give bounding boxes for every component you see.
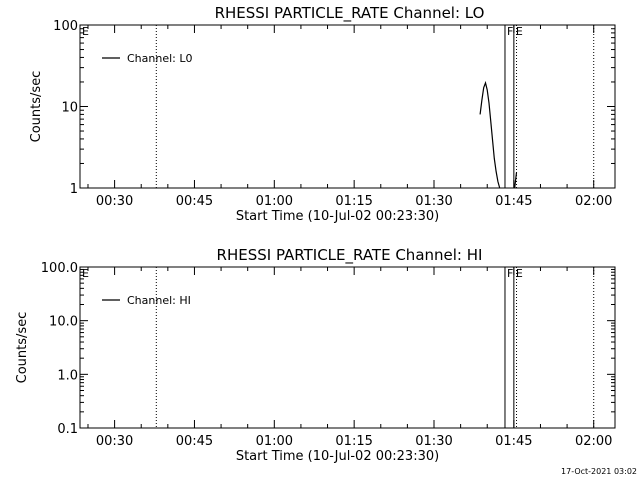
chart-hi-x-tick-label: 02:00 <box>575 434 612 449</box>
chart-hi-x-tick-label: 00:30 <box>96 434 133 449</box>
chart-hi-y-tick-label: 0.1 <box>57 422 78 437</box>
chart-lo-x-tick-label: 00:45 <box>176 194 213 209</box>
chart-lo-y-axis-label: Counts/sec <box>29 71 44 143</box>
chart-hi-x-axis-label: Start Time (10-Jul-02 00:23:30) <box>236 449 439 464</box>
chart-hi-marker-label: E <box>82 267 89 280</box>
chart-lo-marker-label: F <box>507 25 513 38</box>
chart-hi-x-tick-label: 01:15 <box>335 434 372 449</box>
chart-lo-x-tick-label: 01:00 <box>256 194 293 209</box>
chart-lo-x-tick-label: 01:30 <box>415 194 452 209</box>
chart-lo-x-tick-label: 02:00 <box>575 194 612 209</box>
chart-hi-title: RHESSI PARTICLE_RATE Channel: HI <box>217 246 483 265</box>
chart-lo-marker-label: E <box>82 25 89 38</box>
chart-hi-y-tick-label: 1.0 <box>57 368 78 383</box>
chart-lo-series-line <box>479 80 501 189</box>
chart-hi-marker-label: E <box>516 267 523 280</box>
chart-hi-y-axis-label: Counts/sec <box>15 312 30 384</box>
chart-hi-x-tick-label: 01:30 <box>415 434 452 449</box>
chart-hi-plot-frame <box>79 266 616 429</box>
chart-hi-y-tick-label: 10.0 <box>49 315 78 330</box>
chart-hi-x-tick-label: 00:45 <box>176 434 213 449</box>
chart-lo-panel: RHESSI PARTICLE_RATE Channel: LO Start Ti… <box>29 4 616 224</box>
chart-lo-series-line <box>514 172 518 189</box>
chart-lo-x-tick-label: 01:15 <box>335 194 372 209</box>
chart-hi-marker-label: F <box>507 267 513 280</box>
chart-lo-title: RHESSI PARTICLE_RATE Channel: LO <box>215 4 485 23</box>
chart-lo-plot-frame <box>79 24 616 189</box>
chart-lo-y-tick-label: 10 <box>61 101 78 116</box>
chart-hi-panel: RHESSI PARTICLE_RATE Channel: HI Start Ti… <box>15 246 616 464</box>
chart-lo-marker-label: E <box>516 25 523 38</box>
chart-lo-y-tick-label: 1 <box>70 182 78 197</box>
chart-lo-legend-label: Channel: L0 <box>127 52 193 65</box>
chart-lo-x-tick-label: 00:30 <box>96 194 133 209</box>
chart-lo-x-axis-label: Start Time (10-Jul-02 00:23:30) <box>236 209 439 224</box>
chart-lo-y-tick-label: 100 <box>53 19 78 34</box>
chart-lo-x-tick-label: 01:45 <box>495 194 532 209</box>
footer-timestamp: 17-Oct-2021 03:02 <box>561 467 637 476</box>
chart-hi-x-tick-label: 01:45 <box>495 434 532 449</box>
chart-hi-x-tick-label: 01:00 <box>256 434 293 449</box>
chart-hi-legend-label: Channel: HI <box>127 294 191 307</box>
chart-hi-y-tick-label: 100.0 <box>41 261 78 276</box>
